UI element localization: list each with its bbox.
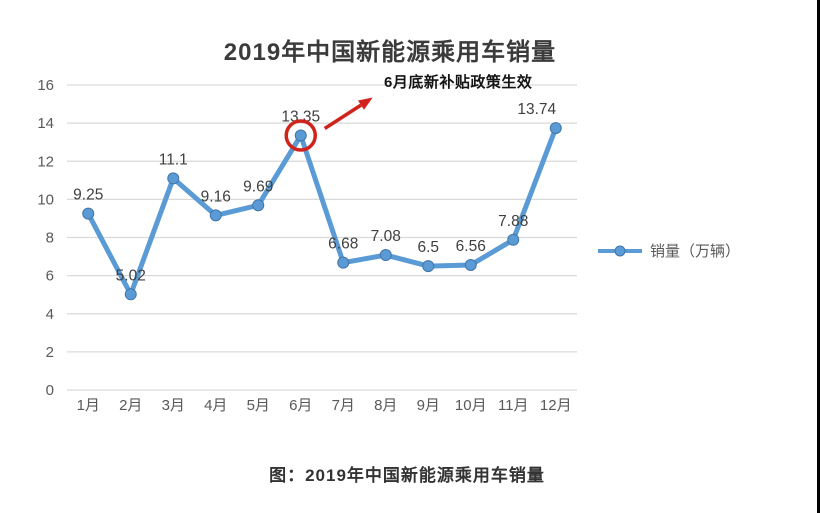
y-tick-label: 6 (46, 268, 54, 285)
data-point (252, 199, 265, 212)
series-line (85, 125, 559, 297)
data-label: 6.5 (417, 239, 439, 256)
data-label: 9.25 (73, 187, 103, 204)
data-point (209, 209, 222, 222)
data-label: 6.68 (328, 236, 358, 253)
y-tick-label: 10 (37, 191, 54, 208)
legend-label: 销量（万辆） (650, 243, 741, 260)
y-tick-label: 12 (37, 153, 54, 170)
data-point (549, 122, 562, 135)
chart-title: 2019年中国新能源乘用车销量 (223, 39, 557, 66)
data-label: 13.35 (281, 109, 320, 126)
legend-line-marker-icon (598, 245, 642, 256)
data-point (507, 233, 520, 246)
annotation-arrow-head (358, 97, 373, 110)
y-tick-label: 8 (46, 230, 54, 247)
figure-caption: 图：2019年中国新能源乘用车销量 (269, 466, 545, 485)
data-point (167, 172, 180, 185)
x-tick-label: 3月 (162, 397, 185, 414)
data-point (422, 260, 435, 273)
y-tick-label: 2 (46, 344, 54, 361)
data-point (294, 129, 307, 142)
data-point (464, 258, 477, 271)
y-tick-label: 14 (37, 115, 54, 132)
y-tick-label: 16 (37, 77, 54, 94)
data-label: 7.08 (371, 228, 401, 245)
annotation-text: 6月底新补贴政策生效 (384, 74, 533, 91)
x-tick-label: 10月 (455, 397, 487, 414)
x-tick-label: 4月 (204, 397, 227, 414)
annotation-arrow-shaft (323, 103, 362, 130)
data-label: 11.1 (159, 151, 188, 168)
data-label: 13.74 (517, 101, 556, 118)
data-label: 7.88 (498, 213, 528, 230)
highlight-circle (284, 119, 317, 152)
data-label: 9.69 (243, 178, 273, 195)
data-point (337, 256, 350, 269)
legend: 销量（万辆） (597, 240, 740, 261)
data-label: 9.16 (201, 188, 231, 205)
x-tick-label: 1月 (77, 397, 100, 414)
x-tick-label: 11月 (498, 397, 529, 414)
right-edge-strip (817, 0, 820, 513)
data-point (379, 249, 392, 262)
y-tick-label: 4 (46, 306, 54, 323)
x-tick-label: 12月 (540, 397, 572, 414)
data-point (82, 207, 95, 220)
y-tick-label: 0 (46, 382, 54, 399)
x-tick-label: 9月 (417, 397, 440, 414)
x-tick-label: 5月 (247, 397, 270, 414)
data-point (124, 288, 137, 301)
x-tick-label: 2月 (119, 397, 142, 414)
data-label: 5.02 (116, 267, 146, 284)
data-label: 6.56 (456, 238, 486, 255)
x-tick-label: 8月 (374, 397, 397, 414)
x-tick-label: 7月 (332, 397, 355, 414)
x-tick-label: 6月 (289, 397, 312, 414)
